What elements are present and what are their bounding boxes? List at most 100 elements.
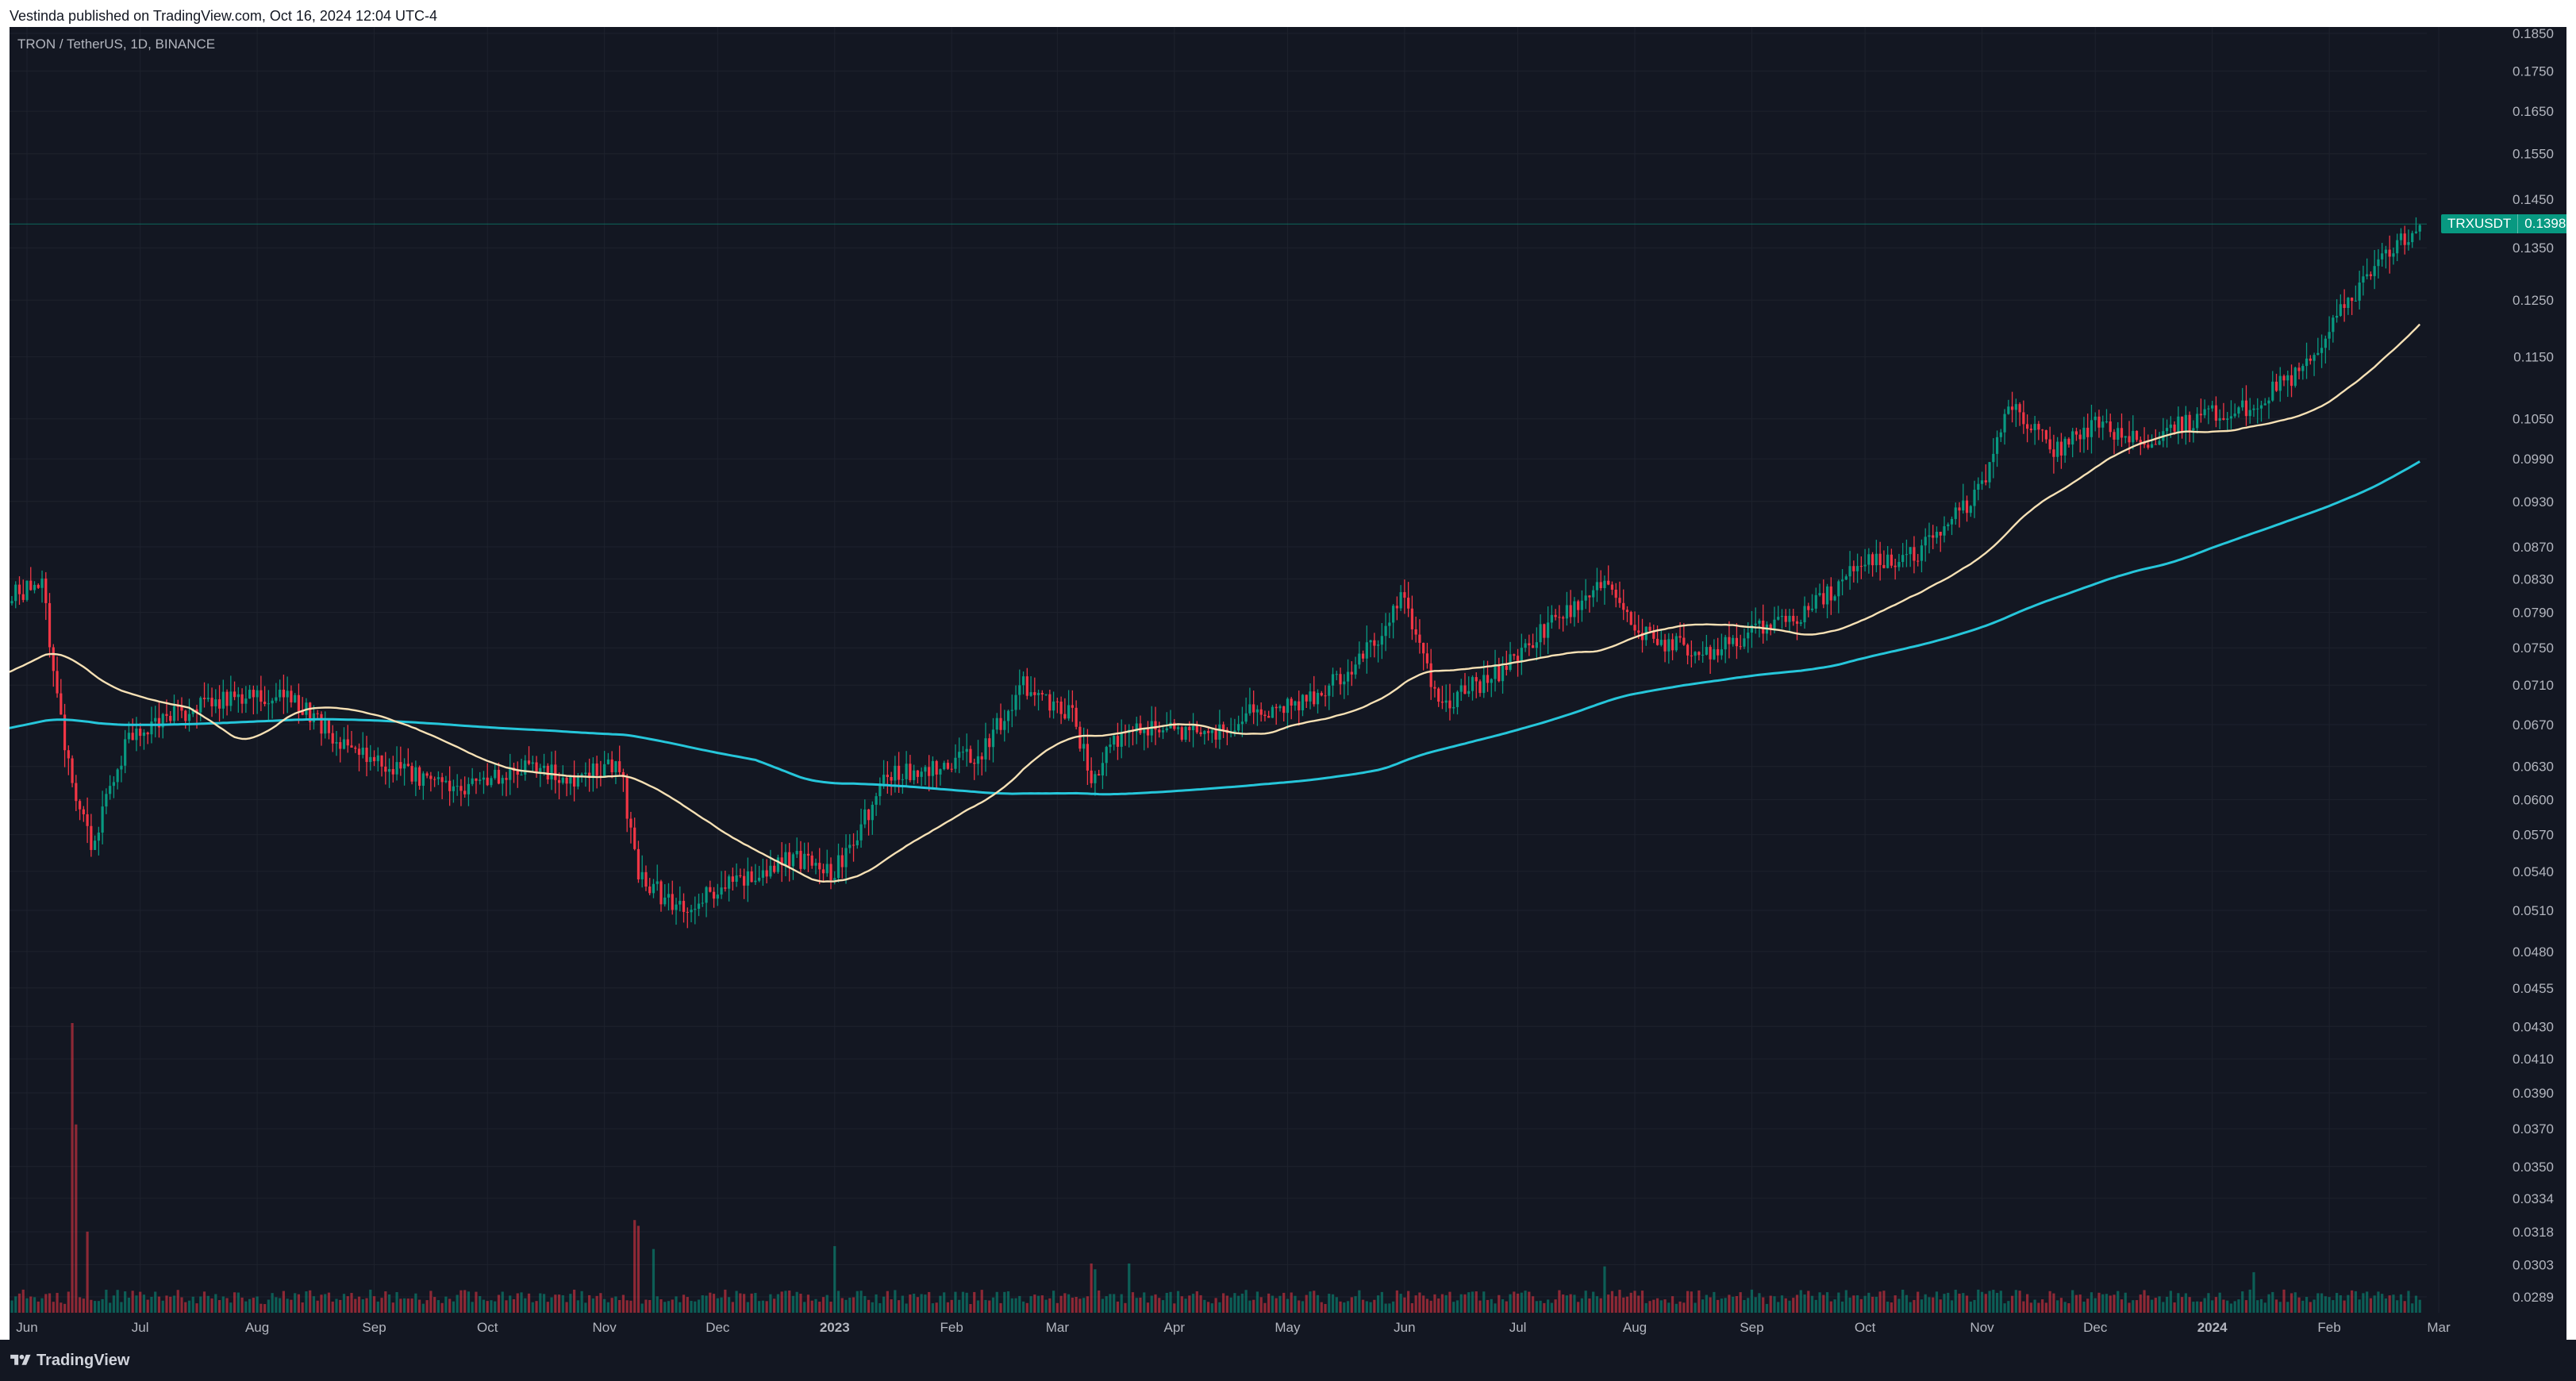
x-tick-label: Oct <box>477 1320 498 1335</box>
volume-bar <box>1550 1302 1553 1313</box>
candle-body <box>221 691 225 709</box>
volume-bar <box>1777 1302 1780 1313</box>
candle-body <box>1965 500 1969 514</box>
candle-body <box>1388 622 1391 626</box>
volume-bar <box>402 1298 406 1313</box>
volume-bar <box>2150 1299 2154 1313</box>
volume-bar <box>550 1297 553 1313</box>
volume-bar <box>1935 1291 1939 1313</box>
candle-body <box>913 770 916 780</box>
candle-body <box>1210 730 1213 733</box>
symbol-title[interactable]: TRON / TetherUS, 1D, BINANCE <box>17 37 216 52</box>
candle-body <box>1614 589 1617 598</box>
candle-body <box>1950 518 1954 525</box>
candle-body <box>1547 622 1550 638</box>
volume-bar <box>1229 1297 1232 1313</box>
candle-body <box>2328 332 2331 339</box>
candle-body <box>1033 692 1036 695</box>
chart-area[interactable]: 0.1850 0.1750 0.1650 0.1550 0.1450 0.1350 0.12… <box>10 27 2566 1340</box>
volume-bar <box>1622 1297 1625 1313</box>
volume-bar <box>482 1299 486 1313</box>
candle-body <box>1135 723 1138 732</box>
tradingview-brand[interactable]: TradingView <box>37 1352 130 1369</box>
candle-body <box>1947 524 1950 527</box>
candle-body <box>1044 694 1048 695</box>
volume-bar <box>2090 1292 2093 1313</box>
volume-bar <box>2293 1292 2297 1313</box>
candle-body <box>1717 648 1720 656</box>
candle-body <box>943 763 946 770</box>
candle-body <box>1105 747 1108 764</box>
volume-bar <box>599 1293 602 1313</box>
ma-50-line <box>10 323 2421 883</box>
candle-body <box>557 779 561 783</box>
y-tick-label: 0.0390 <box>2513 1086 2554 1101</box>
volume-bar <box>1444 1294 1448 1313</box>
volume-bar <box>1463 1294 1467 1313</box>
candle-body <box>569 775 572 784</box>
volume-bar <box>1859 1298 1863 1313</box>
candle-body <box>482 777 486 780</box>
volume-bar <box>2358 1299 2361 1313</box>
volume-bar <box>1618 1290 1621 1313</box>
candle-body <box>2271 381 2274 401</box>
candle-body <box>625 777 629 819</box>
volume-bar <box>1082 1298 1086 1313</box>
candle-body <box>127 733 131 740</box>
candle-body <box>546 765 549 780</box>
volume-bar <box>169 1296 172 1313</box>
candle-body <box>1822 593 1825 605</box>
volume-bar <box>10 1300 13 1313</box>
volume-bar <box>871 1302 874 1313</box>
candle-body <box>1799 622 1802 624</box>
volume-bar <box>1018 1295 1021 1313</box>
candle-body <box>1086 744 1089 771</box>
candle-body <box>1098 774 1101 776</box>
candle-body <box>875 796 878 805</box>
candle-body <box>2293 367 2297 387</box>
candle-body <box>724 887 727 889</box>
candle-body <box>1331 674 1335 686</box>
volume-bar <box>1067 1294 1071 1313</box>
volume-bar <box>2256 1300 2259 1313</box>
candle-body <box>1840 579 1844 582</box>
volume-bar <box>769 1294 772 1313</box>
volume-bar <box>320 1294 323 1313</box>
candle-body <box>1395 606 1398 609</box>
volume-bar <box>580 1291 583 1313</box>
candlestick-chart[interactable]: 0.1850 0.1750 0.1650 0.1550 0.1450 0.1350 0.12… <box>10 27 2566 1340</box>
volume-bar <box>754 1293 757 1313</box>
volume-bar <box>1180 1296 1183 1313</box>
candle-body <box>1754 623 1757 625</box>
candle-body <box>1807 606 1810 610</box>
volume-bar <box>1678 1301 1682 1313</box>
candle-body <box>2188 414 2191 431</box>
volume-bar <box>924 1294 927 1313</box>
volume-bar <box>2048 1291 2051 1313</box>
candle-body <box>701 902 704 904</box>
volume-bar <box>1191 1294 1195 1313</box>
candle-body <box>867 809 871 821</box>
y-tick-label: 0.0430 <box>2513 1019 2554 1034</box>
ma-200-line <box>10 460 2420 796</box>
y-tick-label: 0.0370 <box>2513 1121 2554 1137</box>
volume-bar <box>618 1299 621 1313</box>
volume-bar <box>414 1293 417 1313</box>
tradingview-logo-icon[interactable] <box>10 1352 32 1368</box>
candle-body <box>1543 624 1546 638</box>
volume-bar <box>1278 1295 1282 1313</box>
candle-body <box>1852 566 1855 571</box>
candle-body <box>2218 417 2221 421</box>
candle-body <box>2252 408 2255 410</box>
volume-bar <box>1203 1299 1206 1313</box>
candle-body <box>135 728 138 741</box>
volume-bar <box>1210 1303 1213 1313</box>
candle-body <box>2414 231 2418 233</box>
volume-bar <box>1040 1295 1044 1313</box>
x-tick-label: Jul <box>1509 1320 1527 1335</box>
volume-bar <box>1840 1301 1844 1313</box>
volume-bar <box>1629 1292 1632 1313</box>
candle-body <box>187 714 191 721</box>
volume-bar <box>1588 1298 1591 1313</box>
volume-bar <box>1358 1290 1361 1313</box>
